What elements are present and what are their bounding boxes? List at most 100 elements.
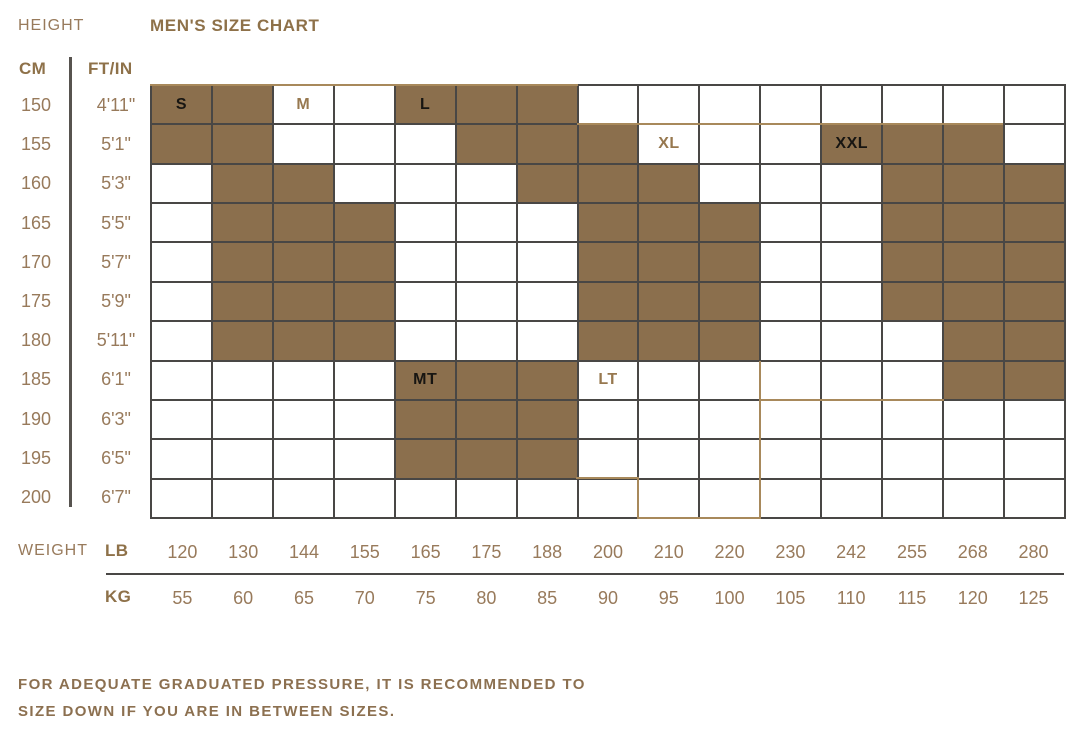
grid-cell-185cm-242lb	[822, 361, 882, 399]
grid-cell-160cm-144lb	[273, 164, 333, 203]
grid-cell-155cm-188lb	[517, 125, 577, 163]
height-cm-155: 155	[20, 134, 52, 155]
grid-cell-155cm-230lb	[761, 125, 821, 163]
grid-cell-160cm-230lb	[761, 164, 821, 203]
grid-cell-190cm-200lb	[578, 400, 638, 439]
size-label-s: S	[175, 95, 188, 113]
grid-cell-165cm-175lb	[456, 204, 516, 242]
grid-cell-190cm-130lb	[212, 400, 272, 439]
accent-line-top-left	[150, 84, 578, 86]
page-title: MEN'S SIZE CHART	[150, 16, 320, 35]
height-cm-200: 200	[20, 486, 52, 507]
height-ftin-55: 5'5"	[101, 212, 131, 233]
grid-cell-185cm-200lb: LT	[578, 361, 638, 399]
grid-cell-160cm-165lb	[395, 164, 455, 203]
grid-cell-180cm-210lb	[639, 322, 699, 360]
kg-row-header: KG	[105, 587, 132, 606]
grid-cell-185cm-210lb	[639, 361, 699, 399]
grid-cell-150cm-155lb	[334, 86, 394, 124]
grid-cell-155cm-165lb	[395, 125, 455, 163]
grid-cell-180cm-280lb	[1005, 322, 1064, 360]
size-label-m: M	[296, 95, 311, 113]
weight-rows-divider	[106, 573, 1064, 575]
height-cm-180: 180	[20, 330, 52, 351]
weight-lb-255: 255	[896, 541, 927, 562]
grid-cell-150cm-280lb	[1005, 86, 1064, 124]
grid-cell-195cm-144lb	[273, 440, 333, 478]
weight-kg-65: 65	[293, 587, 314, 608]
grid-cell-190cm-255lb	[883, 400, 943, 439]
grid-cell-150cm-230lb	[761, 86, 821, 124]
height-cm-170: 170	[20, 251, 52, 272]
weight-kg-55: 55	[172, 587, 193, 608]
grid-cell-170cm-144lb	[273, 243, 333, 281]
grid-cell-200cm-155lb	[334, 479, 394, 517]
grid-cell-150cm-200lb	[578, 86, 638, 124]
grid-cell-190cm-280lb	[1005, 400, 1064, 439]
height-ftin-65: 6'5"	[101, 447, 131, 468]
grid-cell-190cm-230lb	[761, 400, 821, 439]
sizing-note-line2: SIZE DOWN IF YOU ARE IN BETWEEN SIZES.	[18, 703, 396, 720]
grid-cell-150cm-130lb	[212, 86, 272, 124]
height-cm-195: 195	[20, 447, 52, 468]
accent-line-lt-right	[759, 361, 761, 519]
weight-kg-110: 110	[836, 587, 866, 608]
weight-lb-values: 120 130 144 155 165 175 188 200 210 220 230 242 255 2…	[152, 539, 1064, 565]
grid-cell-160cm-210lb	[639, 164, 699, 203]
grid-cell-195cm-242lb	[822, 440, 882, 478]
grid-cell-175cm-280lb	[1005, 282, 1064, 321]
height-columns-divider	[69, 57, 72, 507]
accent-line-lt-step-side	[637, 477, 639, 519]
grid-cell-185cm-130lb	[212, 361, 272, 399]
grid-cell-175cm-130lb	[212, 282, 272, 321]
cm-column-header: CM	[19, 59, 47, 78]
grid-cell-195cm-165lb	[395, 440, 455, 478]
ftin-column-header: FT/IN	[88, 59, 133, 78]
grid-cell-180cm-268lb	[944, 322, 1004, 360]
height-ftin-511: 5'11"	[96, 330, 136, 351]
grid-cell-155cm-242lb: XXL	[822, 125, 882, 163]
grid-cell-165cm-165lb	[395, 204, 455, 242]
height-cm-190: 190	[20, 408, 52, 429]
grid-cell-195cm-230lb	[761, 440, 821, 478]
grid-cell-170cm-230lb	[761, 243, 821, 281]
weight-kg-95: 95	[658, 587, 679, 608]
weight-lb-120: 120	[167, 541, 198, 562]
grid-cell-150cm-120lb: S	[152, 86, 211, 124]
weight-lb-242: 242	[836, 541, 867, 562]
height-ftin-labels: 4'11" 5'1" 5'3" 5'5" 5'7" 5'9" 5'11" 6'1" 6'3" 6'…	[80, 86, 152, 517]
accent-line-top-right	[577, 123, 1003, 125]
grid-cell-175cm-175lb	[456, 282, 516, 321]
grid-cell-155cm-268lb	[944, 125, 1004, 163]
grid-cell-160cm-200lb	[578, 164, 638, 203]
grid-cell-190cm-165lb	[395, 400, 455, 439]
grid-cell-175cm-255lb	[883, 282, 943, 321]
grid-cell-170cm-268lb	[944, 243, 1004, 281]
weight-kg-70: 70	[354, 587, 375, 608]
grid-cell-170cm-210lb	[639, 243, 699, 281]
grid-cell-200cm-175lb	[456, 479, 516, 517]
size-grid: S M L XL XXL MT LT	[150, 84, 1066, 519]
height-ftin-61: 6'1"	[101, 369, 131, 390]
grid-cell-190cm-175lb	[456, 400, 516, 439]
weight-kg-values: 55 60 65 70 75 80 85 90 95 100 105 110 115 120 125	[152, 585, 1064, 611]
grid-cell-155cm-175lb	[456, 125, 516, 163]
grid-cell-175cm-200lb	[578, 282, 638, 321]
grid-cell-200cm-130lb	[212, 479, 272, 517]
grid-cell-175cm-188lb	[517, 282, 577, 321]
grid-cell-165cm-210lb	[639, 204, 699, 242]
grid-cell-160cm-188lb	[517, 164, 577, 203]
grid-cell-195cm-255lb	[883, 440, 943, 478]
grid-cell-165cm-188lb	[517, 204, 577, 242]
grid-cell-200cm-242lb	[822, 479, 882, 517]
grid-cell-185cm-165lb: MT	[395, 361, 455, 399]
grid-cell-165cm-268lb	[944, 204, 1004, 242]
weight-lb-165: 165	[410, 541, 441, 562]
grid-cell-150cm-144lb: M	[273, 86, 333, 124]
weight-lb-188: 188	[532, 541, 563, 562]
weight-kg-120: 120	[957, 587, 988, 608]
height-ftin-51: 5'1"	[101, 134, 131, 155]
grid-cell-150cm-220lb	[700, 86, 760, 124]
size-label-xl: XL	[658, 135, 680, 153]
grid-cell-175cm-120lb	[152, 282, 211, 321]
